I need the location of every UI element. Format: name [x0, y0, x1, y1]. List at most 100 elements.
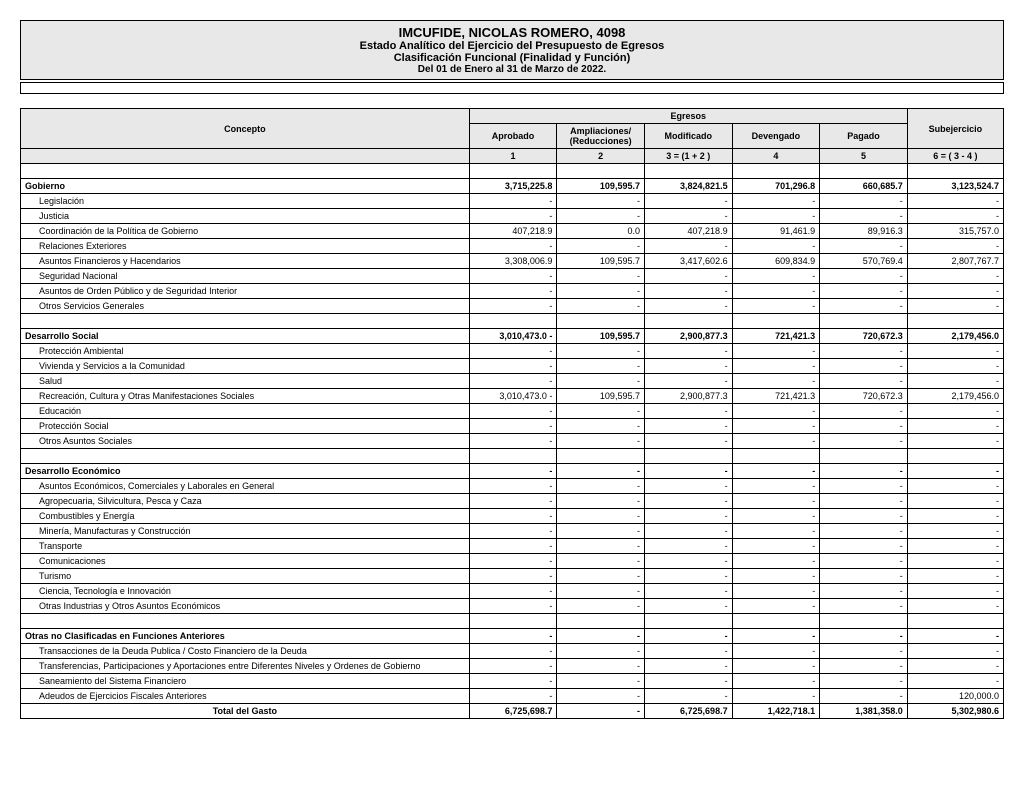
cell-value: -	[820, 524, 908, 539]
col-num-6: 6 = ( 3 - 4 )	[907, 149, 1003, 164]
cell-value: -	[469, 569, 557, 584]
col-devengado: Devengado	[732, 124, 820, 149]
child-row: Ciencia, Tecnología e Innovación------	[21, 584, 1004, 599]
cell-value: -	[820, 374, 908, 389]
cell-value: 407,218.9	[469, 224, 557, 239]
row-label: Justicia	[21, 209, 470, 224]
col-num-5: 5	[820, 149, 908, 164]
child-row: Relaciones Exteriores------	[21, 239, 1004, 254]
cell-value: -	[907, 674, 1003, 689]
cell-value: -	[469, 554, 557, 569]
total-value: 1,381,358.0	[820, 704, 908, 719]
cell-value: -	[644, 674, 732, 689]
cell-value: -	[820, 599, 908, 614]
row-label: Asuntos de Orden Público y de Seguridad …	[21, 284, 470, 299]
cell-value: -	[907, 464, 1003, 479]
cell-value: -	[820, 479, 908, 494]
cell-value: 109,595.7	[557, 329, 645, 344]
cell-value: -	[557, 524, 645, 539]
cell-value: -	[732, 194, 820, 209]
cell-value: -	[469, 584, 557, 599]
cell-value: 109,595.7	[557, 389, 645, 404]
cell-value: -	[907, 659, 1003, 674]
total-value: 1,422,718.1	[732, 704, 820, 719]
cell-value: -	[644, 644, 732, 659]
cell-value: -	[644, 299, 732, 314]
row-label: Desarrollo Económico	[21, 464, 470, 479]
cell-value: -	[820, 404, 908, 419]
row-label: Otras Industrias y Otros Asuntos Económi…	[21, 599, 470, 614]
cell-value: -	[469, 464, 557, 479]
cell-value: -	[557, 689, 645, 704]
child-row: Transferencias, Participaciones y Aporta…	[21, 659, 1004, 674]
cell-value: -	[557, 419, 645, 434]
section-row: Otras no Clasificadas en Funciones Anter…	[21, 629, 1004, 644]
cell-value: -	[732, 689, 820, 704]
cell-value: -	[907, 434, 1003, 449]
cell-value: -	[469, 644, 557, 659]
row-label: Otros Servicios Generales	[21, 299, 470, 314]
cell-value: -	[907, 194, 1003, 209]
child-row: Protección Social------	[21, 419, 1004, 434]
cell-value: 0.0	[557, 224, 645, 239]
cell-value: -	[820, 464, 908, 479]
cell-value: -	[469, 479, 557, 494]
cell-value: -	[732, 269, 820, 284]
row-label: Adeudos de Ejercicios Fiscales Anteriore…	[21, 689, 470, 704]
cell-value: -	[907, 359, 1003, 374]
cell-value: -	[469, 659, 557, 674]
cell-value: 3,123,524.7	[907, 179, 1003, 194]
child-row: Minería, Manufacturas y Construcción----…	[21, 524, 1004, 539]
cell-value: -	[557, 299, 645, 314]
cell-value: -	[907, 569, 1003, 584]
cell-value: -	[469, 299, 557, 314]
cell-value: -	[820, 629, 908, 644]
cell-value: -	[557, 509, 645, 524]
child-row: Combustibles y Energía------	[21, 509, 1004, 524]
cell-value: -	[732, 209, 820, 224]
entity-title: IMCUFIDE, NICOLAS ROMERO, 4098	[21, 25, 1003, 40]
cell-value: 609,834.9	[732, 254, 820, 269]
cell-value: -	[644, 569, 732, 584]
cell-value: -	[644, 539, 732, 554]
child-row: Educación------	[21, 404, 1004, 419]
col-aprobado: Aprobado	[469, 124, 557, 149]
child-row: Otros Servicios Generales------	[21, 299, 1004, 314]
cell-value: -	[644, 194, 732, 209]
child-row: Salud------	[21, 374, 1004, 389]
spacer-row	[21, 614, 1004, 629]
cell-value: -	[644, 434, 732, 449]
row-label: Legislación	[21, 194, 470, 209]
total-value: 6,725,698.7	[469, 704, 557, 719]
cell-value: -	[557, 554, 645, 569]
cell-value: -	[469, 344, 557, 359]
cell-value: -	[732, 464, 820, 479]
cell-value: -	[820, 644, 908, 659]
table-header: Concepto Egresos Subejercicio Aprobado A…	[21, 109, 1004, 164]
cell-value: -	[557, 239, 645, 254]
cell-value: -	[820, 509, 908, 524]
cell-value: -	[732, 494, 820, 509]
cell-value: -	[907, 494, 1003, 509]
cell-value: 3,824,821.5	[644, 179, 732, 194]
row-label: Relaciones Exteriores	[21, 239, 470, 254]
cell-value: 109,595.7	[557, 179, 645, 194]
cell-value: -	[907, 644, 1003, 659]
cell-value: 120,000.0	[907, 689, 1003, 704]
cell-value: -	[469, 374, 557, 389]
cell-value: -	[557, 479, 645, 494]
cell-value: -	[469, 404, 557, 419]
col-egresos: Egresos	[469, 109, 907, 124]
total-value: -	[557, 704, 645, 719]
cell-value: -	[732, 284, 820, 299]
cell-value: -	[644, 269, 732, 284]
cell-value: -	[820, 359, 908, 374]
cell-value: -	[644, 659, 732, 674]
row-label: Comunicaciones	[21, 554, 470, 569]
cell-value: 701,296.8	[732, 179, 820, 194]
cell-value: -	[469, 209, 557, 224]
cell-value: -	[907, 479, 1003, 494]
cell-value: 407,218.9	[644, 224, 732, 239]
cell-value: -	[907, 269, 1003, 284]
child-row: Adeudos de Ejercicios Fiscales Anteriore…	[21, 689, 1004, 704]
